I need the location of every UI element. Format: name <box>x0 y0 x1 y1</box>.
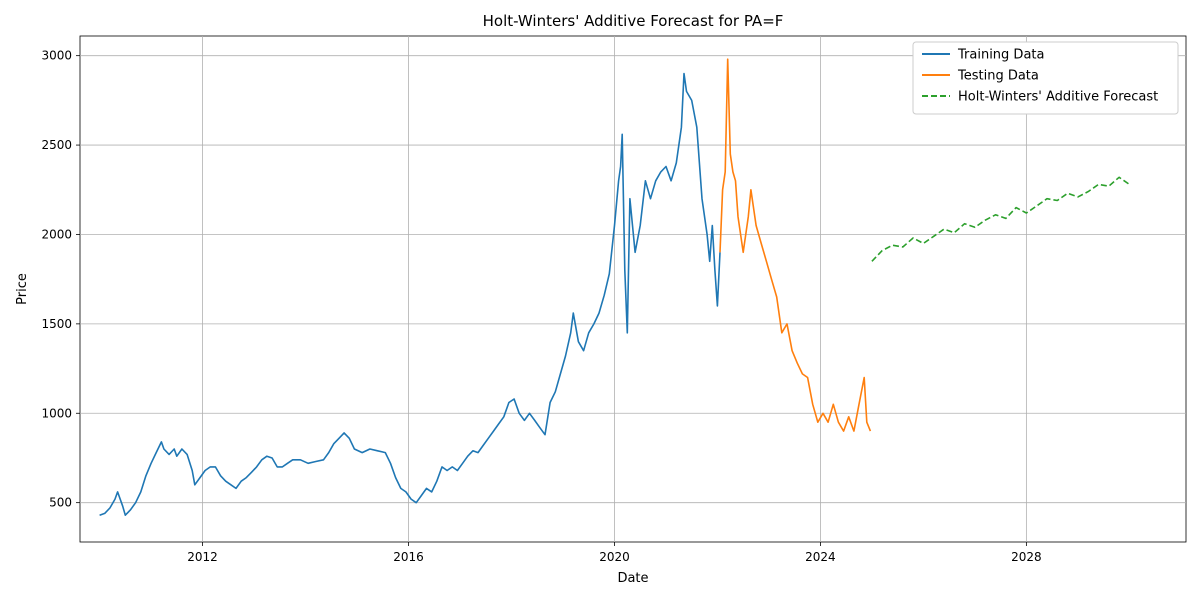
y-tick-label: 2500 <box>41 138 72 152</box>
forecast-line <box>871 176 1130 262</box>
legend: Training Data Testing Data Holt-Winters'… <box>912 41 1179 115</box>
y-tick-label: 1000 <box>41 406 72 420</box>
legend-label-training: Training Data <box>957 48 1044 63</box>
series-lines <box>99 58 1130 516</box>
y-tick-label: 500 <box>49 496 72 510</box>
legend-label-forecast: Holt-Winters' Additive Forecast <box>958 90 1158 105</box>
x-tick-label: 2020 <box>599 550 630 564</box>
y-tick-label: 1500 <box>41 317 72 331</box>
x-tick-label: 2028 <box>1011 550 1042 564</box>
chart-title: Holt-Winters' Additive Forecast for PA=F <box>483 12 784 30</box>
x-axis-label: Date <box>617 571 648 586</box>
y-tick-label: 3000 <box>41 49 72 63</box>
axis-ticks: 2012 2016 2020 2024 2028 500 1000 1500 2000 2500 3… <box>41 49 1041 564</box>
y-axis-label: Price <box>15 273 30 305</box>
y-tick-label: 2000 <box>41 227 72 241</box>
x-tick-label: 2012 <box>187 550 218 564</box>
x-tick-label: 2024 <box>805 550 836 564</box>
legend-label-testing: Testing Data <box>957 69 1039 84</box>
legend-box <box>912 41 1179 115</box>
testing-data-line <box>719 58 872 432</box>
training-data-line <box>99 72 721 516</box>
x-tick-label: 2016 <box>393 550 424 564</box>
